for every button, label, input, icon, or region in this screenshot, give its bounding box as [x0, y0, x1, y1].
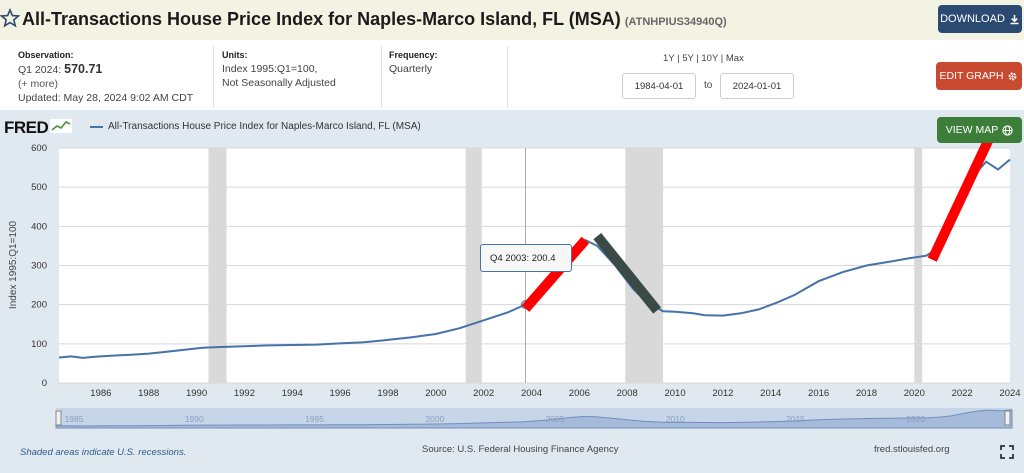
navigator-right-handle[interactable] [1004, 410, 1011, 426]
navigator-series [55, 409, 1013, 429]
x-tick-labels: 1986 1988 1990 1992 1994 1996 1998 2000 2002 2004… [90, 388, 1020, 399]
x-tick-label: 2018 [856, 388, 877, 399]
end-date-input[interactable]: 2024-01-01 [720, 73, 794, 99]
fred-logo-text: FRED [4, 118, 49, 137]
x-tick-label: 1986 [90, 388, 111, 399]
frequency-block: Frequency: Quarterly [389, 48, 438, 76]
units-line2: Not Seasonally Adjusted [222, 77, 336, 89]
data-tooltip: Q4 2003: 200.4 [480, 244, 572, 272]
edit-graph-button[interactable]: EDIT GRAPH [936, 62, 1022, 90]
frequency-label: Frequency: [389, 50, 438, 60]
annotation-stroke [927, 130, 997, 262]
date-range-links[interactable]: 1Y | 5Y | 10Y | Max [663, 53, 744, 64]
units-label: Units: [222, 50, 248, 60]
y-tick-labels: 0 100 200 300 400 500 600 [31, 143, 47, 389]
view-map-label: VIEW MAP [945, 124, 999, 136]
x-tick-label: 2008 [617, 388, 638, 399]
x-tick-label: 2024 [999, 388, 1020, 399]
fullscreen-icon[interactable] [1000, 445, 1014, 459]
y-axis-label: Index 1995:Q1=100 [8, 221, 19, 310]
x-tick-label: 2022 [952, 388, 973, 399]
annotation-strokes [521, 130, 997, 314]
series-id: (ATNHPIUS34940Q) [624, 16, 727, 28]
x-tick-label: 2000 [425, 388, 446, 399]
download-button[interactable]: DOWNLOAD [938, 5, 1022, 33]
series-title: All-Transactions House Price Index for N… [22, 9, 621, 29]
navigator-tick-label: 1985 [65, 414, 84, 424]
observation-label: Observation: [18, 50, 74, 60]
updated-value: May 28, 2024 9:02 AM CDT [63, 92, 194, 104]
fred-logo-chart-icon [50, 119, 73, 133]
x-tick-label: 1996 [330, 388, 351, 399]
navigator-left-handle[interactable] [55, 410, 62, 426]
navigator-tick-label: 2020 [906, 414, 925, 424]
navigator-tick-label: 1990 [185, 414, 204, 424]
range-navigator[interactable]: 1985 1990 1995 2000 2005 2010 2015 2020 [0, 406, 1024, 430]
x-tick-label: 1992 [234, 388, 255, 399]
fred-logo: FRED [4, 118, 73, 138]
more-observations-link[interactable]: (+ more) [18, 78, 58, 90]
frequency-value: Quarterly [389, 63, 433, 75]
y-tick-label: 600 [31, 143, 47, 154]
x-tick-label: 1994 [282, 388, 303, 399]
navigator-tick-label: 2005 [546, 414, 565, 424]
chart-legend: All-Transactions House Price Index for N… [90, 121, 421, 132]
chart: 0 100 200 300 400 500 600 1986 1988 1990 1992 1994… [8, 130, 1021, 399]
observation-period: Q1 2024: [18, 64, 62, 76]
x-tick-label: 2020 [904, 388, 925, 399]
annotation-stroke [593, 232, 662, 314]
observation-value: 570.71 [64, 62, 103, 76]
edit-graph-label: EDIT GRAPH [939, 70, 1004, 82]
star-outline-icon[interactable] [0, 8, 20, 28]
start-date-input[interactable]: 1984-04-01 [622, 73, 696, 99]
download-icon [1010, 14, 1019, 24]
navigator-tick-labels: 1985 1990 1995 2000 2005 2010 2015 2020 [65, 414, 926, 424]
x-tick-label: 2006 [569, 388, 590, 399]
view-map-button[interactable]: VIEW MAP [937, 117, 1022, 143]
x-tick-label: 2016 [808, 388, 829, 399]
x-tick-label: 1998 [377, 388, 398, 399]
navigator-tick-label: 2010 [666, 414, 685, 424]
y-tick-label: 200 [31, 300, 47, 311]
legend-swatch [90, 125, 103, 128]
y-tick-label: 300 [31, 261, 47, 272]
updated-label: Updated: [18, 92, 61, 104]
globe-icon [1002, 124, 1013, 136]
download-label: DOWNLOAD [940, 13, 1005, 25]
x-tick-label: 2002 [473, 388, 494, 399]
divider [507, 46, 508, 108]
gear-icon [1009, 72, 1017, 80]
y-tick-label: 500 [31, 182, 47, 193]
x-tick-label: 1990 [186, 388, 207, 399]
page-title: All-Transactions House Price Index for N… [22, 9, 727, 30]
observation-block: Observation: Q1 2024: 570.71 (+ more) Up… [18, 48, 193, 105]
units-line1: Index 1995:Q1=100, [222, 63, 318, 75]
title-bar: All-Transactions House Price Index for N… [0, 0, 1024, 40]
recession-note: Shaded areas indicate U.S. recessions. [20, 447, 187, 458]
y-tick-label: 100 [31, 339, 47, 350]
divider [381, 46, 382, 108]
series-info-panel: Observation: Q1 2024: 570.71 (+ more) Up… [0, 40, 1024, 110]
navigator-tick-label: 2000 [425, 414, 444, 424]
x-tick-label: 1988 [138, 388, 159, 399]
x-tick-label: 2004 [521, 388, 542, 399]
units-block: Units: Index 1995:Q1=100, Not Seasonally… [222, 48, 336, 90]
site-link[interactable]: fred.stlouisfed.org [874, 444, 950, 455]
y-tick-label: 400 [31, 221, 47, 232]
x-tick-label: 2010 [664, 388, 685, 399]
tooltip-period: Q4 2003: [490, 252, 530, 264]
divider [213, 46, 214, 108]
x-tick-label: 2012 [712, 388, 733, 399]
x-tick-label: 2014 [760, 388, 781, 399]
source-text: Source: U.S. Federal Housing Finance Age… [422, 444, 619, 455]
to-label: to [704, 80, 713, 91]
navigator-tick-label: 2015 [786, 414, 805, 424]
y-tick-label: 0 [42, 378, 47, 389]
navigator-tick-label: 1995 [305, 414, 324, 424]
annotation-stroke [521, 236, 590, 312]
tooltip-value: 200.4 [531, 252, 556, 264]
legend-label: All-Transactions House Price Index for N… [108, 121, 421, 132]
